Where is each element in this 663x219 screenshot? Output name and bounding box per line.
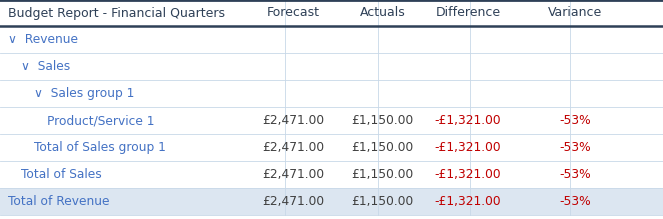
Text: £1,150.00: £1,150.00 — [351, 141, 414, 154]
Text: £1,150.00: £1,150.00 — [351, 168, 414, 181]
Text: Budget Report - Financial Quarters: Budget Report - Financial Quarters — [8, 7, 225, 19]
Text: -£1,321.00: -£1,321.00 — [435, 195, 501, 208]
Text: -£1,321.00: -£1,321.00 — [435, 168, 501, 181]
Text: -£1,321.00: -£1,321.00 — [435, 114, 501, 127]
Text: £2,471.00: £2,471.00 — [262, 168, 324, 181]
Bar — [0, 0, 663, 26]
Text: Product/Service 1: Product/Service 1 — [47, 114, 154, 127]
Text: ∨  Revenue: ∨ Revenue — [8, 33, 78, 46]
Text: -53%: -53% — [559, 195, 591, 208]
Text: £1,150.00: £1,150.00 — [351, 195, 414, 208]
Bar — [0, 188, 663, 215]
Text: £2,471.00: £2,471.00 — [262, 195, 324, 208]
Text: -£1,321.00: -£1,321.00 — [435, 141, 501, 154]
Text: ∨  Sales: ∨ Sales — [21, 60, 70, 73]
Text: ∨  Sales group 1: ∨ Sales group 1 — [34, 87, 135, 100]
Text: Total of Sales group 1: Total of Sales group 1 — [34, 141, 166, 154]
Text: -53%: -53% — [559, 168, 591, 181]
Text: Variance: Variance — [548, 7, 602, 19]
Text: £1,150.00: £1,150.00 — [351, 114, 414, 127]
Text: £2,471.00: £2,471.00 — [262, 141, 324, 154]
Text: -53%: -53% — [559, 114, 591, 127]
Text: Forecast: Forecast — [267, 7, 320, 19]
Text: Difference: Difference — [436, 7, 501, 19]
Text: Actuals: Actuals — [359, 7, 406, 19]
Text: £2,471.00: £2,471.00 — [262, 114, 324, 127]
Text: Total of Sales: Total of Sales — [21, 168, 101, 181]
Text: Total of Revenue: Total of Revenue — [8, 195, 109, 208]
Text: -53%: -53% — [559, 141, 591, 154]
